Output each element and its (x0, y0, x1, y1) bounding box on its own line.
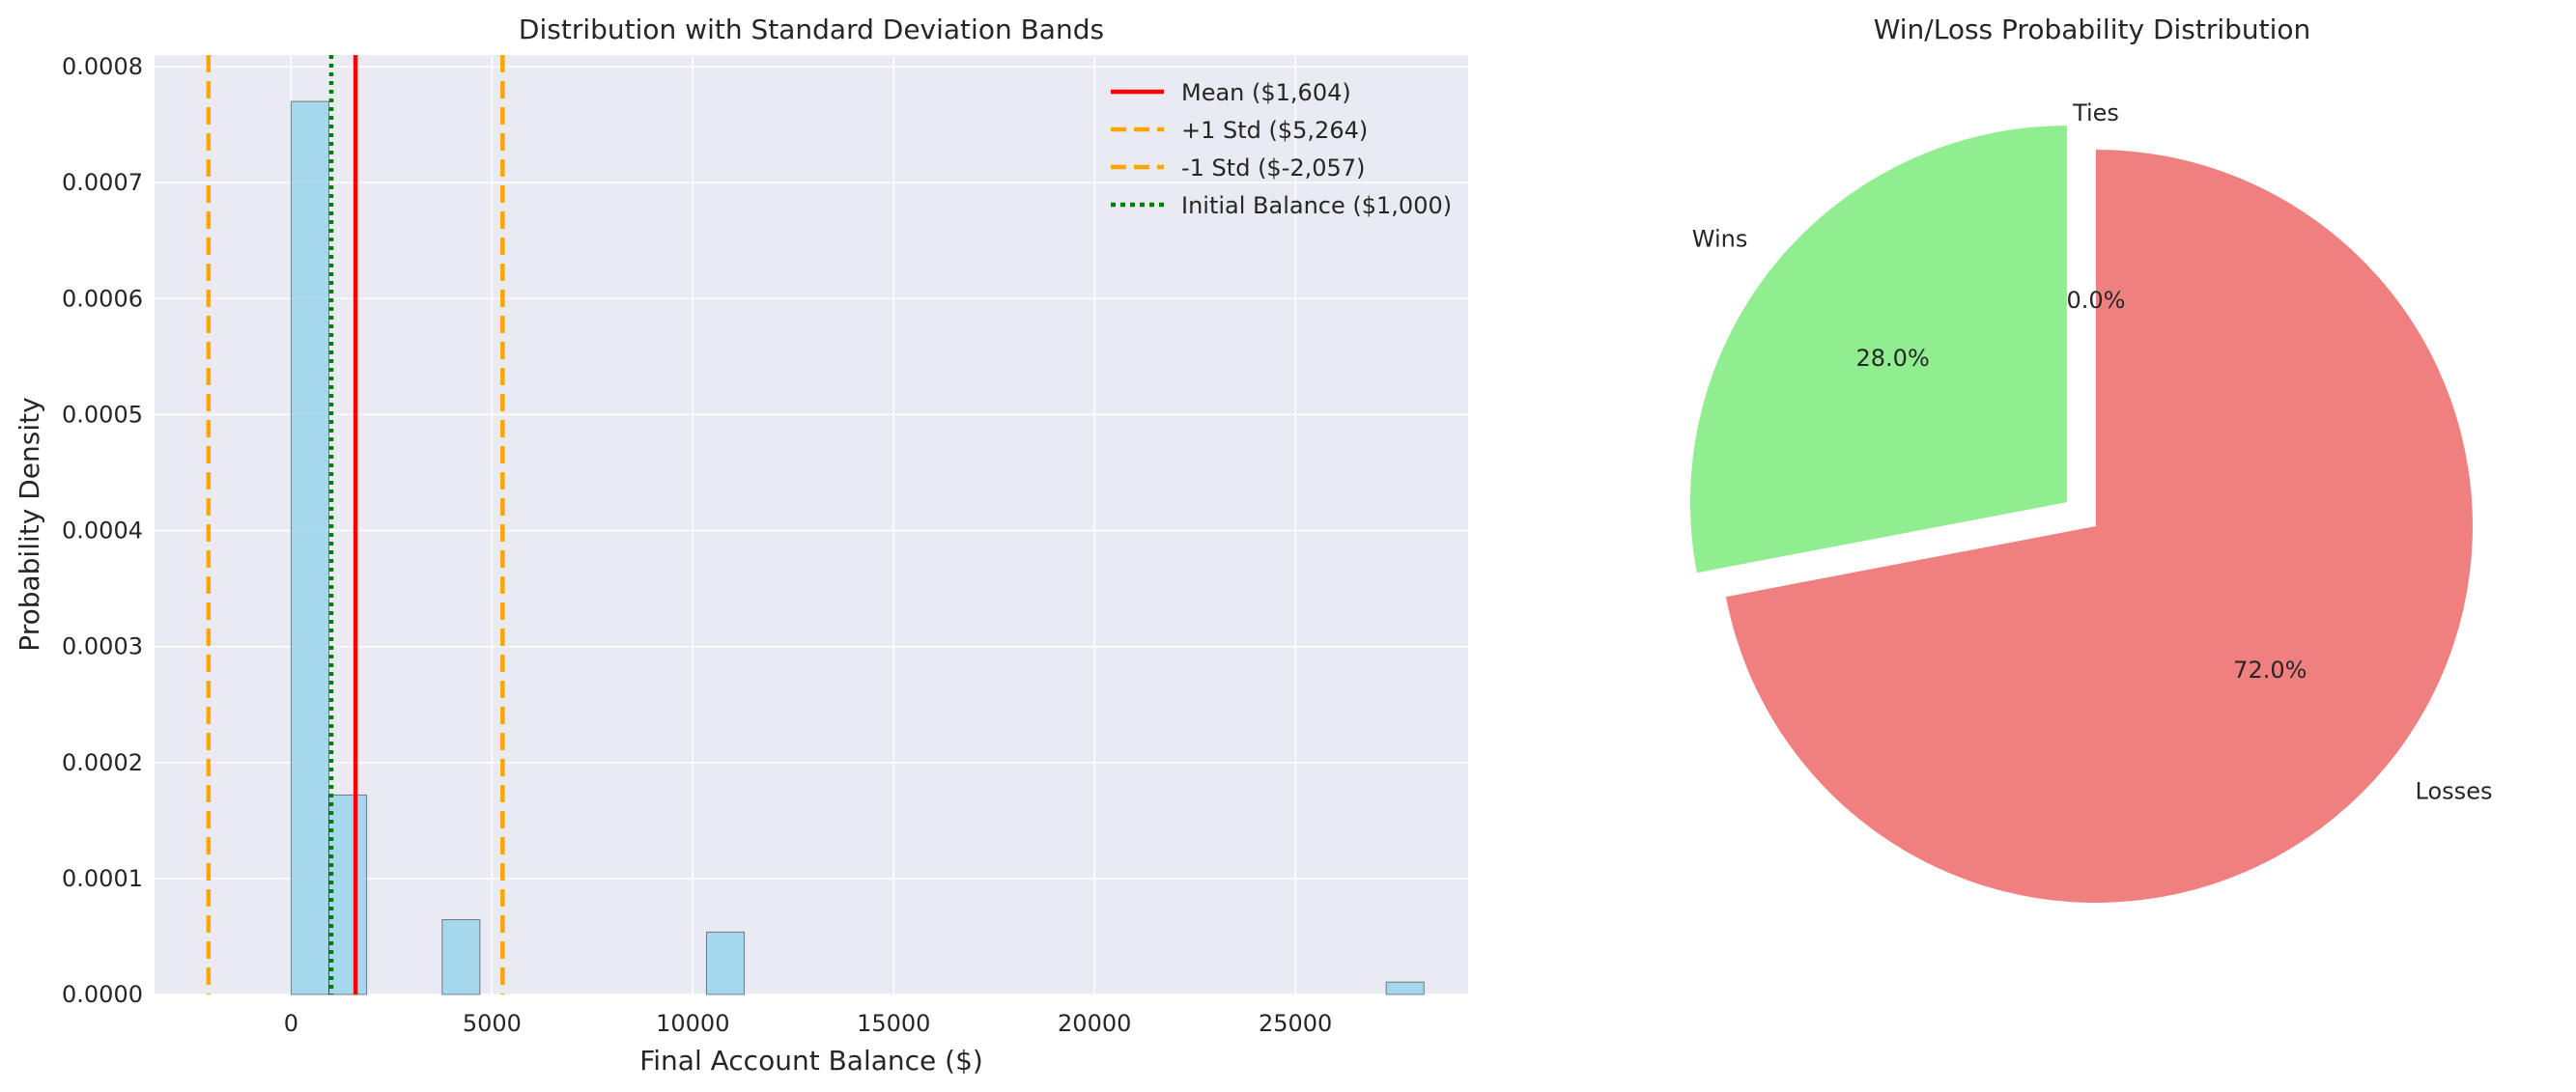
histogram-bars (290, 100, 1425, 995)
x-tick-label: 15000 (857, 1010, 930, 1037)
pie-panel: Win/Loss Probability Distribution Wins 28… (1689, 14, 2493, 903)
legend-entry: Initial Balance ($1,000) (1181, 192, 1452, 219)
y-tick-label: 0.0007 (62, 169, 143, 196)
x-axis-label: Final Account Balance ($) (639, 1045, 983, 1077)
y-axis-label: Probability Density (14, 397, 45, 651)
histogram-bar (1385, 981, 1425, 995)
histogram-panel: Distribution with Standard Deviation Ban… (14, 14, 1468, 1077)
x-tick-label: 5000 (463, 1010, 522, 1037)
pie-slice (1725, 150, 2473, 903)
y-tick-label: 0.0002 (62, 749, 143, 776)
histogram-title: Distribution with Standard Deviation Ban… (519, 14, 1104, 45)
grid-lines (155, 55, 1468, 995)
pie-title: Win/Loss Probability Distribution (1874, 14, 2311, 45)
legend: Mean ($1,604) +1 Std ($5,264) -1 Std ($-2,… (1111, 79, 1452, 219)
pie-slice-label: Ties (2072, 99, 2119, 126)
reference-lines (206, 55, 505, 994)
histogram-bar (290, 100, 330, 995)
x-tick-labels: 0 5000 10000 15000 20000 25000 (284, 1010, 1333, 1037)
y-tick-label: 0.0008 (62, 53, 143, 80)
pie-percent-label: 28.0% (1856, 345, 1930, 372)
histogram-bar (441, 919, 481, 995)
pie-slices (1689, 126, 2473, 903)
pie-labels: Wins 28.0% Losses 72.0% Ties 0.0% (1692, 99, 2493, 804)
pie-slice-label: Losses (2416, 777, 2493, 804)
pie-percent-label: 0.0% (2067, 287, 2126, 314)
y-tick-label: 0.0003 (62, 633, 143, 660)
x-tick-label: 10000 (656, 1010, 729, 1037)
y-tick-label: 0.0006 (62, 285, 143, 312)
y-tick-label: 0.0000 (62, 981, 143, 1008)
x-tick-label: 20000 (1058, 1010, 1131, 1037)
legend-entry: -1 Std ($-2,057) (1181, 154, 1365, 182)
plot-area (155, 55, 1468, 994)
y-tick-label: 0.0004 (62, 518, 143, 545)
x-tick-label: 25000 (1259, 1010, 1332, 1037)
histogram-bar (328, 794, 368, 995)
pie-percent-label: 72.0% (2233, 657, 2307, 684)
pie-slice-label: Wins (1692, 226, 1748, 253)
legend-entry: Mean ($1,604) (1181, 79, 1351, 106)
histogram-bar (705, 931, 746, 995)
pie-slice (1689, 126, 2067, 574)
x-tick-label: 0 (284, 1010, 298, 1037)
y-tick-label: 0.0001 (62, 865, 143, 892)
y-tick-labels: 0.0000 0.0001 0.0002 0.0003 0.0004 0.0005 0.00… (62, 53, 143, 1008)
legend-entry: +1 Std ($5,264) (1181, 117, 1368, 144)
y-tick-label: 0.0005 (62, 401, 143, 428)
